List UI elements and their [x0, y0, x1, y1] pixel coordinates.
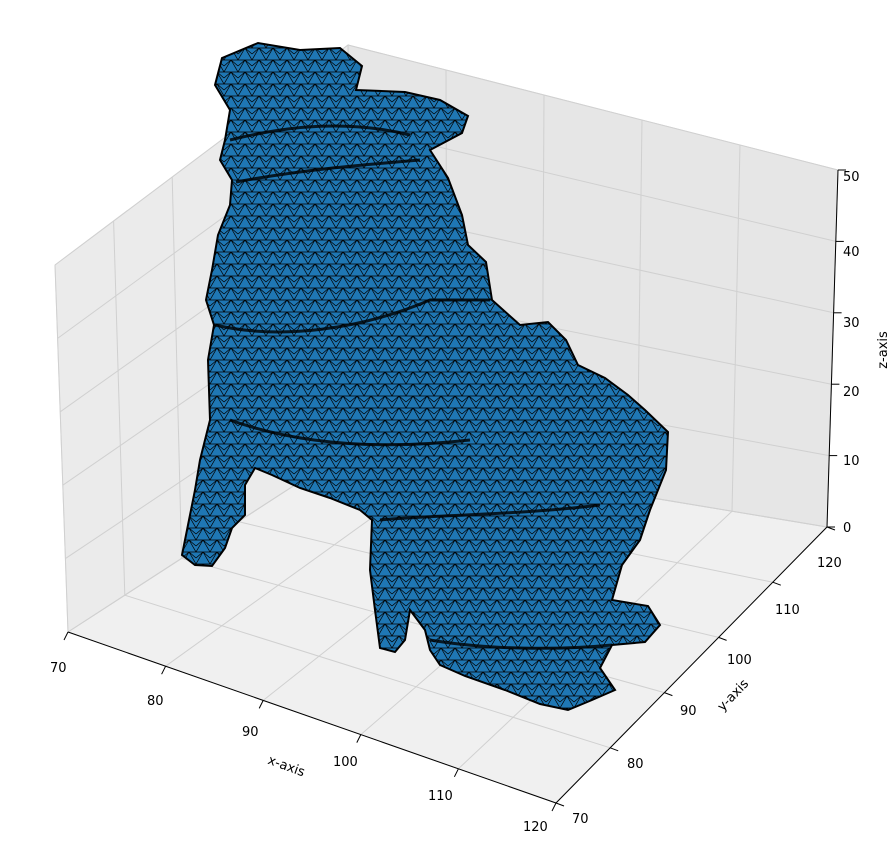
x-tick-label: 80	[147, 694, 164, 709]
y-wall-grid-line	[54, 264, 69, 633]
z-tick-label: 10	[843, 454, 860, 469]
x-tick-label: 90	[242, 725, 259, 740]
y-grid-line	[124, 594, 611, 749]
y-tick	[718, 636, 727, 641]
z-grid-line-right	[347, 44, 839, 171]
mesh-shading	[214, 124, 613, 650]
y-wall-grid-line	[171, 176, 183, 559]
y-axis-title: y-axis	[715, 676, 752, 714]
x-tick-label: 100	[333, 755, 358, 770]
x-tick	[453, 768, 459, 778]
axis-lines	[67, 169, 839, 804]
mesh-surface	[180, 41, 670, 712]
y-axis-line	[555, 526, 828, 804]
x-tick	[161, 665, 167, 675]
x-tick	[551, 802, 557, 812]
z-tick-labels: 0 10 20 30 40 50	[843, 170, 860, 536]
x-tick-labels: 70 80 90 100 110 120	[50, 661, 548, 835]
y-tick-label: 70	[572, 812, 589, 827]
mesh-body	[180, 41, 670, 712]
x-axis-line	[67, 631, 557, 804]
x-tick-label: 110	[428, 789, 453, 804]
x-tick-label: 70	[50, 661, 67, 676]
z-tick-label: 40	[843, 245, 860, 260]
y-tick-labels: 70 80 90 100 110 120	[572, 556, 842, 827]
x-axis-title: x-axis	[266, 753, 307, 780]
z-axis-line	[826, 169, 839, 528]
z-tick-label: 50	[843, 170, 860, 185]
y-tick	[772, 581, 781, 586]
z-axis-title: z-axis	[876, 331, 891, 369]
y-wall-grid-line	[113, 220, 126, 596]
y-tick	[664, 692, 673, 697]
y-tick-label: 120	[817, 556, 842, 571]
z-tick-label: 0	[843, 521, 851, 536]
y-tick-label: 110	[775, 603, 800, 618]
x-tick	[63, 631, 69, 641]
y-tick-label: 90	[680, 704, 697, 719]
y-tick-label: 80	[627, 757, 644, 772]
z-tick-label: 20	[843, 385, 860, 400]
y-tick	[826, 526, 836, 531]
axis-ticks	[63, 169, 846, 812]
z-tick-label: 30	[843, 316, 860, 331]
x-tick	[356, 734, 362, 743]
x-wall-grid-line	[731, 144, 741, 512]
y-tick	[555, 802, 565, 807]
x-tick-label: 120	[523, 820, 548, 835]
x-tick	[258, 700, 264, 709]
y-tick	[610, 747, 619, 752]
y-tick-label: 100	[727, 653, 752, 668]
